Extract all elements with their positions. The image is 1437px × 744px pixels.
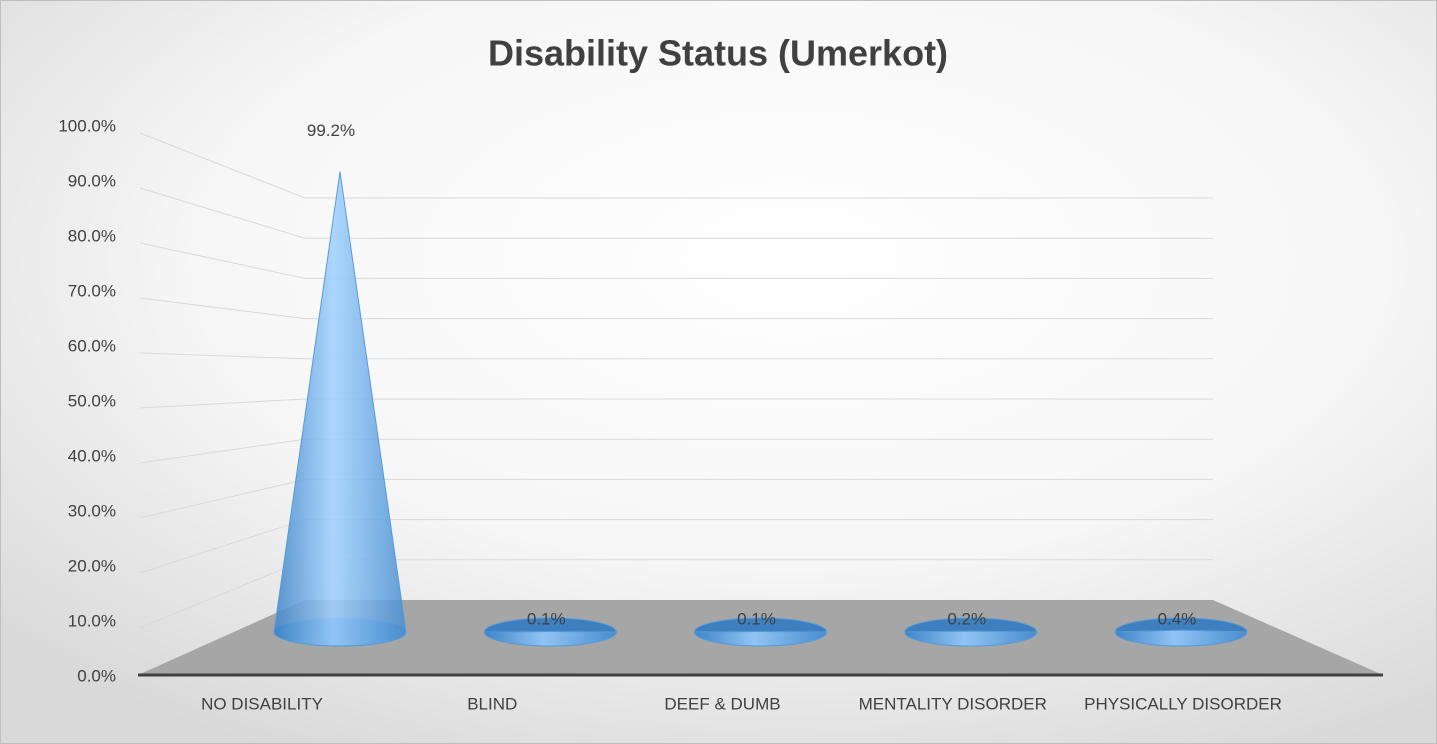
y-tick-label: 40.0% xyxy=(68,446,116,465)
grid-line xyxy=(139,187,306,239)
y-tick-label: 50.0% xyxy=(68,391,116,410)
data-label: 99.2% xyxy=(307,121,355,140)
cone xyxy=(1114,629,1248,647)
grid-line xyxy=(139,478,306,519)
y-tick-label: 0.0% xyxy=(77,666,116,685)
grid-line xyxy=(139,438,306,464)
cone xyxy=(273,171,407,647)
y-tick-label: 30.0% xyxy=(68,501,116,520)
grid-line xyxy=(139,519,306,574)
y-tick-label: 100.0% xyxy=(58,116,116,135)
data-label: 0.4% xyxy=(1158,609,1197,628)
y-tick-label: 10.0% xyxy=(68,611,116,630)
chart-title: Disability Status (Umerkot) xyxy=(488,33,948,74)
data-label: 0.1% xyxy=(527,609,566,628)
x-tick-label: PHYSICALLY DISORDER xyxy=(1084,694,1282,713)
y-tick-label: 20.0% xyxy=(68,556,116,575)
cone xyxy=(904,630,1038,647)
x-tick-label: DEEF & DUMB xyxy=(664,694,780,713)
grid-line xyxy=(139,297,306,320)
data-label: 0.1% xyxy=(737,609,776,628)
cone xyxy=(693,631,828,647)
grid-line xyxy=(139,242,306,279)
y-tick-label: 80.0% xyxy=(68,226,116,245)
y-tick-label: 60.0% xyxy=(68,336,116,355)
x-tick-label: BLIND xyxy=(467,694,517,713)
data-label: 0.2% xyxy=(947,609,986,628)
grid-line xyxy=(139,398,306,409)
grid-line xyxy=(139,352,306,360)
x-tick-label: MENTALITY DISORDER xyxy=(859,694,1047,713)
y-tick-label: 70.0% xyxy=(68,281,116,300)
y-tick-label: 90.0% xyxy=(68,171,116,190)
x-tick-label: NO DISABILITY xyxy=(201,694,323,713)
grid-line xyxy=(139,559,306,629)
cone xyxy=(483,631,617,647)
grid-line xyxy=(139,132,306,199)
